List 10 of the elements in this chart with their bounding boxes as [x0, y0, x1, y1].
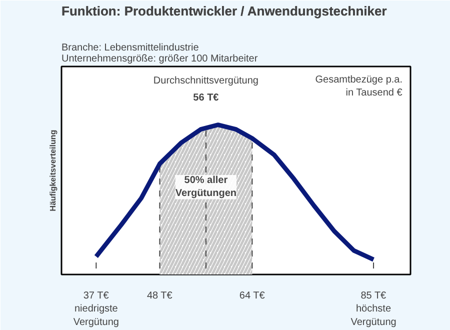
x-tick-label: 37 T€ niedrigste Vergütung: [73, 290, 119, 328]
x-tick-label: 85 T€ höchste Vergütung: [350, 290, 396, 328]
y-axis-title: Häufigkeitsverteilung: [48, 130, 58, 212]
band-label: 50% aller Vergütungen: [175, 175, 237, 200]
chart-subtitle: Branche: Lebensmittelindustrie Unternehmensgröße: größer 100 Mitarbeiter: [62, 42, 258, 64]
x-tick-label: 64 T€: [239, 290, 266, 302]
text: Gesamtbezüge p.a. in Tausend €: [315, 74, 403, 99]
ref-line-label: Durchschnittsvergütung 56 T€: [153, 76, 258, 104]
x-tick-label: 48 T€: [146, 290, 173, 302]
chart-title: Funktion: Produktentwickler / Anwendungstechniker: [62, 4, 387, 18]
